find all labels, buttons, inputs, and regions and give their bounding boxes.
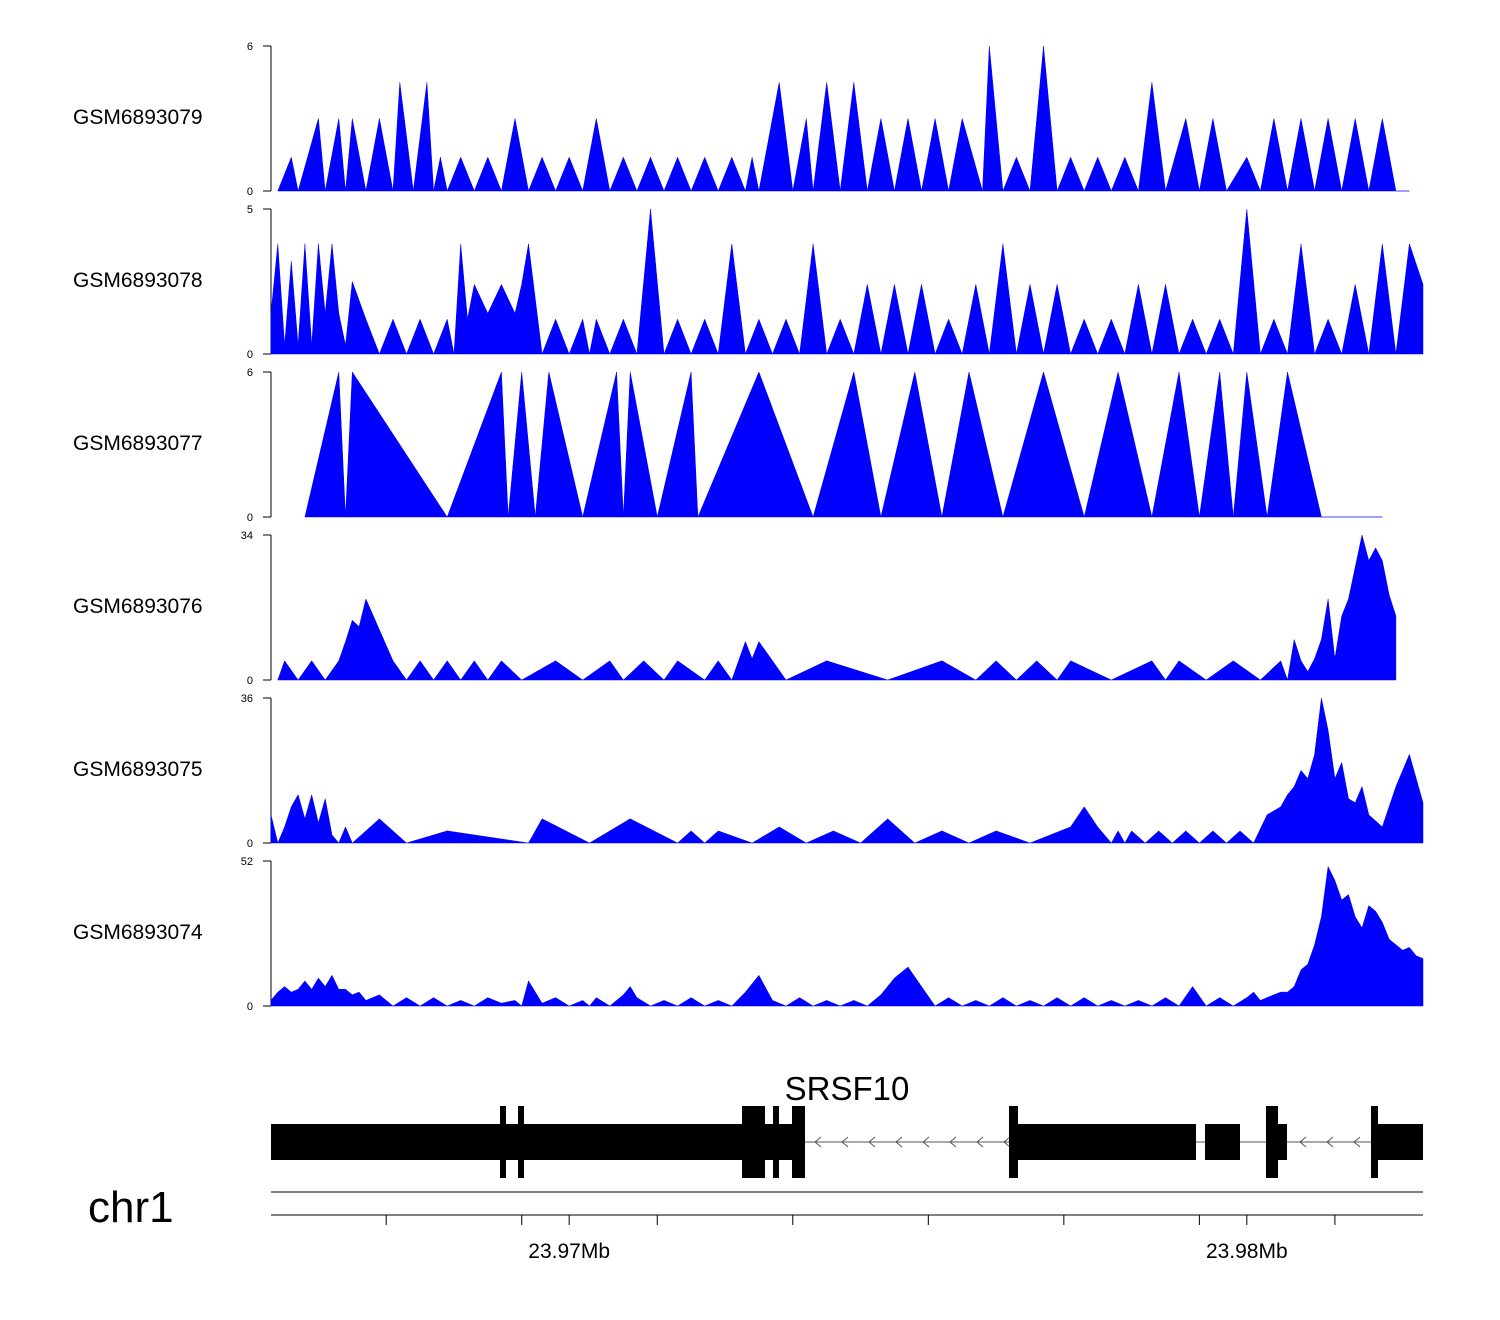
strand-arrow (868, 1136, 876, 1148)
strand-arrow (949, 1136, 957, 1148)
strand-arrow (1299, 1136, 1307, 1148)
genome-axis: 23.97Mb 23.98Mb (271, 1191, 1423, 1263)
coverage-area (270, 865, 1424, 1007)
track-label: GSM6893078 (73, 269, 203, 292)
strand-arrow (841, 1136, 849, 1148)
track-label: GSM6893074 (73, 921, 203, 944)
y-tick-label-max: 6 (247, 41, 253, 53)
track-GSM6893078: 5 0 GSM6893078 (73, 204, 1424, 361)
y-tick-label-max: 52 (241, 856, 253, 868)
coverage-area (304, 371, 1383, 518)
exon-block (1205, 1124, 1240, 1160)
data-tracks: 6 0 GSM6893079 5 0 GSM6893078 6 0 GSM6893077 34 0 G… (73, 41, 1424, 1013)
y-tick-label-min: 0 (247, 675, 253, 687)
strand-arrow (1326, 1136, 1334, 1148)
exon-block (1371, 1106, 1378, 1178)
track-GSM6893077: 6 0 GSM6893077 (73, 367, 1383, 524)
strand-arrow (1353, 1136, 1361, 1148)
y-tick-label-min: 0 (247, 1001, 253, 1013)
gene-label: SRSF10 (785, 1070, 910, 1107)
y-tick-label-min: 0 (247, 349, 253, 361)
exon-block (1378, 1124, 1423, 1160)
exon-block (1278, 1124, 1287, 1160)
coverage-area (270, 697, 1424, 844)
exon-block (773, 1106, 779, 1178)
y-tick-label-max: 36 (241, 693, 253, 705)
track-GSM6893074: 52 0 GSM6893074 (73, 856, 1424, 1013)
y-tick-label-min: 0 (247, 186, 253, 198)
strand-arrow (922, 1136, 930, 1148)
coverage-area (270, 208, 1424, 355)
exon-block (765, 1124, 773, 1160)
gene-track: SRSF10 (271, 1070, 1423, 1178)
coverage-area (277, 534, 1397, 681)
exon-block (779, 1124, 792, 1160)
exon-block (1009, 1106, 1018, 1178)
track-label: GSM6893079 (73, 106, 203, 129)
track-GSM6893079: 6 0 GSM6893079 (73, 41, 1410, 198)
x-tick-label: 23.97Mb (528, 1240, 610, 1263)
y-tick-label-max: 6 (247, 367, 253, 379)
strand-arrow (1003, 1136, 1011, 1148)
track-GSM6893076: 34 0 GSM6893076 (73, 530, 1397, 687)
exon-block (1018, 1124, 1196, 1160)
strand-arrow (976, 1136, 984, 1148)
exon-block (500, 1106, 506, 1178)
track-label: GSM6893075 (73, 758, 203, 781)
y-tick-label-min: 0 (247, 512, 253, 524)
exon-block (742, 1106, 765, 1178)
exon-block (792, 1106, 805, 1178)
exon-block (518, 1106, 524, 1178)
x-tick-label: 23.98Mb (1206, 1240, 1288, 1263)
y-tick-label-max: 34 (241, 530, 253, 542)
strand-arrow (814, 1136, 822, 1148)
exon-block (271, 1124, 742, 1160)
exon-block (1266, 1106, 1278, 1178)
strand-arrow (895, 1136, 903, 1148)
y-tick-label-max: 5 (247, 204, 253, 216)
coverage-area (277, 45, 1410, 192)
track-label: GSM6893076 (73, 595, 203, 618)
chromosome-label: chr1 (88, 1183, 174, 1232)
y-tick-label-min: 0 (247, 838, 253, 850)
track-GSM6893075: 36 0 GSM6893075 (73, 693, 1424, 850)
track-label: GSM6893077 (73, 432, 203, 455)
